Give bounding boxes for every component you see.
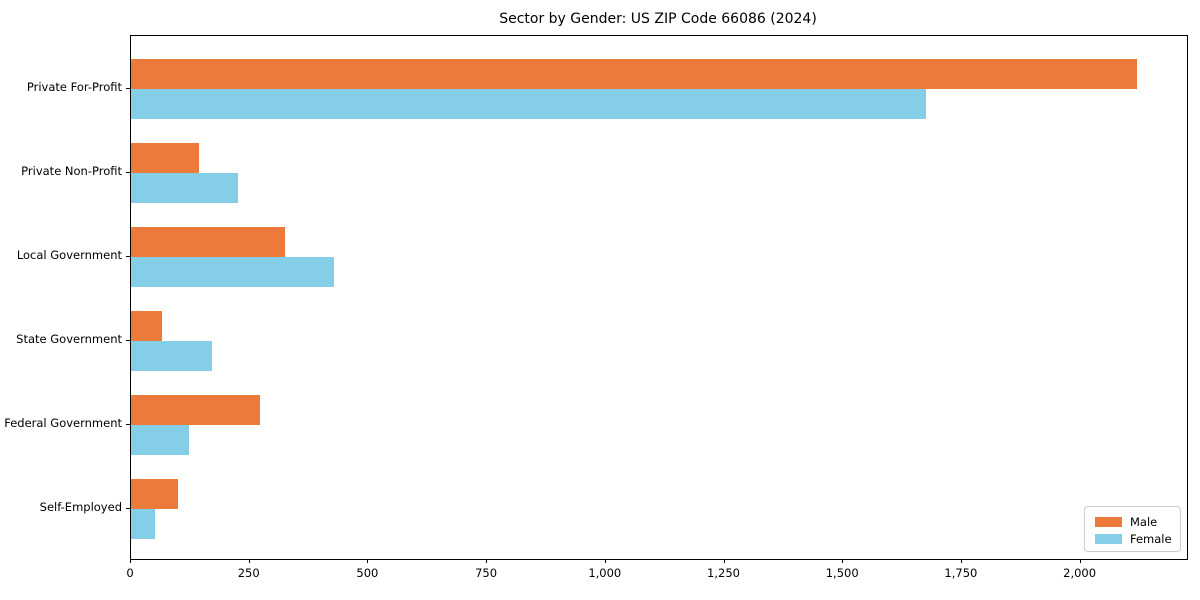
bar-female-federal-government <box>131 425 189 455</box>
x-tick-label-1250: 1,250 <box>707 566 740 580</box>
bar-female-self-employed <box>131 509 156 539</box>
y-tick-mark <box>126 340 130 341</box>
bar-female-state-government <box>131 341 213 371</box>
bar-male-private-for-profit <box>131 59 1137 89</box>
x-tick-label-0: 0 <box>126 566 134 580</box>
chart-title: Sector by Gender: US ZIP Code 66086 (202… <box>499 11 817 27</box>
x-tick-mark <box>960 559 962 563</box>
bar-female-private-for-profit <box>131 89 926 119</box>
y-tick-label-local-government: Local Government <box>16 248 122 262</box>
bar-male-local-government <box>131 227 285 257</box>
legend-swatch-male <box>1095 517 1122 527</box>
legend-swatch-female <box>1095 534 1122 544</box>
y-tick-mark <box>126 172 130 173</box>
legend-label-female: Female <box>1130 532 1172 546</box>
legend-entry-male: Male <box>1095 514 1180 530</box>
y-tick-label-self-employed: Self-Employed <box>39 500 122 514</box>
x-tick-label-750: 750 <box>475 566 498 580</box>
bar-male-self-employed <box>131 479 178 509</box>
x-tick-label-1750: 1,750 <box>944 566 978 580</box>
y-tick-mark <box>126 88 130 89</box>
x-tick-label-2000: 2,000 <box>1063 566 1097 580</box>
y-tick-label-private-for-profit: Private For-Profit <box>26 80 122 94</box>
bar-female-local-government <box>131 257 334 287</box>
legend-entry-female: Female <box>1095 531 1180 547</box>
x-tick-mark <box>248 559 250 563</box>
y-tick-mark <box>126 256 130 257</box>
bar-male-private-non-profit <box>131 143 199 173</box>
bar-male-federal-government <box>131 395 261 425</box>
x-tick-mark <box>486 559 488 563</box>
x-tick-label-1500: 1,500 <box>825 566 859 580</box>
bar-male-state-government <box>131 311 162 341</box>
y-tick-label-private-non-profit: Private Non-Profit <box>21 164 122 178</box>
y-tick-label-federal-government: Federal Government <box>4 416 122 430</box>
plot-area <box>130 35 1188 560</box>
y-tick-mark <box>126 424 130 425</box>
y-tick-mark <box>126 508 130 509</box>
legend-label-male: Male <box>1130 515 1158 529</box>
x-tick-label-500: 500 <box>356 566 379 580</box>
x-tick-label-1000: 1,000 <box>588 566 622 580</box>
legend: Male Female <box>1084 506 1181 552</box>
x-tick-mark <box>723 559 725 563</box>
x-tick-mark <box>367 559 369 563</box>
x-tick-mark <box>842 559 844 563</box>
y-tick-label-state-government: State Government <box>16 332 122 346</box>
x-tick-label-250: 250 <box>237 566 260 580</box>
x-tick-mark <box>130 559 131 563</box>
x-tick-mark <box>604 559 606 563</box>
bar-female-private-non-profit <box>131 173 238 203</box>
x-tick-mark <box>1079 559 1081 563</box>
